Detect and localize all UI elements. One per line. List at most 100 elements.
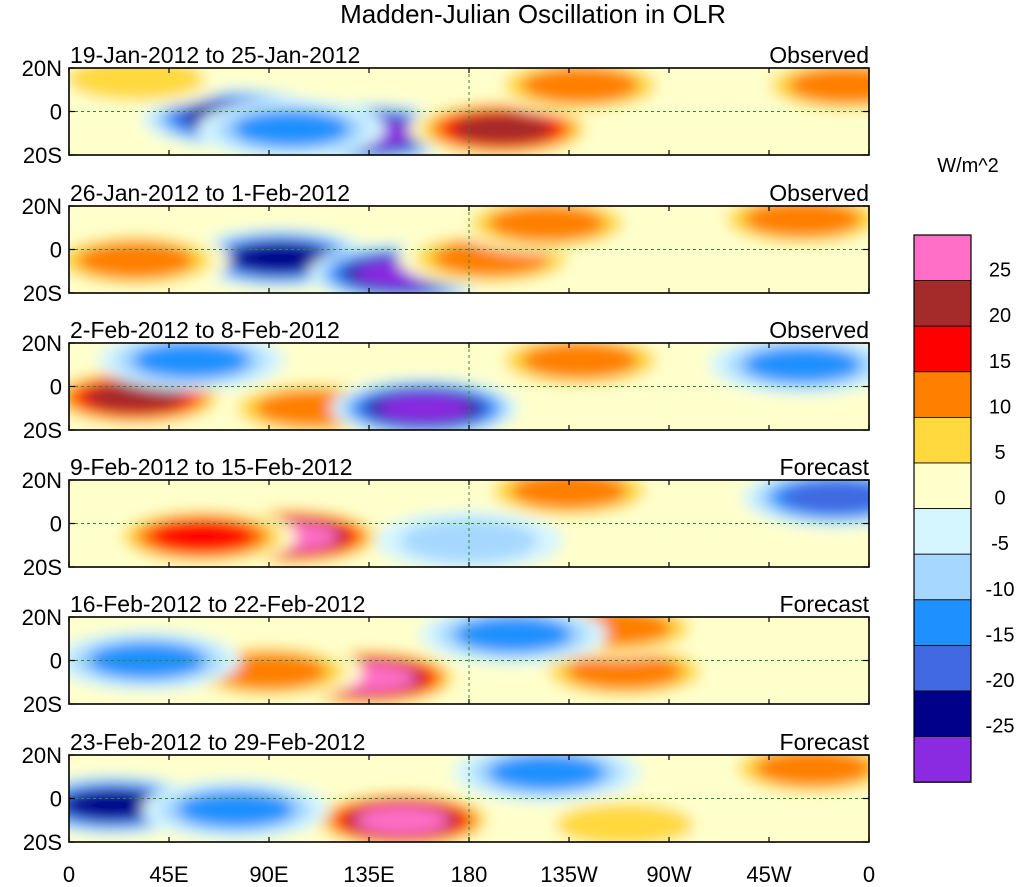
colorbar: W/m^2 25 20 15 10 5 0 -5 -10 -15 -20 -25 bbox=[913, 155, 1015, 783]
colorbar-frame bbox=[913, 234, 972, 783]
panel-group: 20N 0 20S 19-Jan-2012 to 25-Jan-2012 Observe… bbox=[22, 42, 870, 855]
anomaly-contour-level bbox=[782, 481, 869, 514]
panel-period-label: 26-Jan-2012 to 1-Feb-2012 bbox=[70, 180, 350, 206]
x-tick-label: 135E bbox=[343, 862, 394, 887]
colorbar-tick-label: -25 bbox=[986, 716, 1015, 738]
colorbar-swatch bbox=[913, 736, 972, 783]
colorbar-swatch bbox=[913, 416, 972, 464]
anomaly-field bbox=[69, 755, 869, 842]
x-tick-label: 90W bbox=[646, 862, 691, 887]
x-tick-label: 90E bbox=[249, 862, 288, 887]
y-tick-label: 20N bbox=[22, 194, 62, 219]
colorbar-swatch bbox=[913, 462, 972, 509]
anomaly-contour-level bbox=[230, 243, 330, 274]
panel-kind-label: Forecast bbox=[780, 454, 870, 480]
colorbar-tick-label: -5 bbox=[991, 533, 1009, 555]
anomaly-contour-level bbox=[355, 805, 450, 835]
anomaly-contour-level bbox=[510, 480, 628, 510]
colorbar-swatch bbox=[913, 508, 972, 555]
x-tick-label: 45W bbox=[746, 862, 791, 887]
panel-kind-label: Observed bbox=[769, 42, 869, 68]
panel-4: 20N 0 20S 9-Feb-2012 to 15-Feb-2012 Forecast bbox=[22, 454, 870, 580]
y-tick-label: 20S bbox=[23, 143, 62, 168]
panel-kind-label: Forecast bbox=[780, 729, 870, 755]
anomaly-field bbox=[69, 68, 869, 155]
colorbar-tick-label: -20 bbox=[986, 670, 1015, 692]
anomaly-contour-level bbox=[754, 755, 869, 787]
colorbar-tick-label: 0 bbox=[994, 488, 1005, 510]
panel-period-label: 19-Jan-2012 to 25-Jan-2012 bbox=[70, 42, 360, 68]
anomaly-contour-level bbox=[565, 653, 684, 690]
colorbar-swatch bbox=[913, 553, 972, 601]
colorbar-swatch bbox=[913, 325, 972, 373]
anomaly-contour-level bbox=[76, 242, 195, 279]
y-tick-label: 20N bbox=[22, 331, 62, 356]
anomaly-contour-level bbox=[86, 382, 186, 413]
colorbar-swatch bbox=[913, 234, 972, 281]
panel-period-label: 2-Feb-2012 to 8-Feb-2012 bbox=[70, 317, 340, 343]
anomaly-contour-level bbox=[232, 110, 350, 148]
anomaly-field bbox=[69, 343, 869, 430]
colorbar-tick-label: 5 bbox=[994, 442, 1005, 464]
y-tick-label: 20S bbox=[23, 692, 62, 717]
colorbar-swatch bbox=[913, 690, 972, 737]
chart-title: Madden-Julian Oscillation in OLR bbox=[340, 0, 726, 29]
colorbar-swatch bbox=[913, 599, 972, 646]
y-tick-label: 20N bbox=[22, 743, 62, 768]
anomaly-field bbox=[69, 206, 869, 293]
colorbar-tick-label: -15 bbox=[986, 624, 1015, 646]
panel-kind-label: Observed bbox=[769, 317, 869, 343]
anomaly-contour-level bbox=[555, 802, 694, 842]
y-tick-label: 20N bbox=[22, 468, 62, 493]
x-tick-label: 45E bbox=[149, 862, 188, 887]
panel-kind-label: Observed bbox=[769, 180, 869, 206]
panel-5: 20N 0 20S 16-Feb-2012 to 22-Feb-2012 Forecas… bbox=[22, 591, 870, 717]
y-tick-label: 0 bbox=[50, 375, 62, 400]
colorbar-unit-label: W/m^2 bbox=[937, 155, 999, 177]
colorbar-tick-label: -10 bbox=[986, 579, 1015, 601]
anomaly-field bbox=[69, 617, 719, 704]
x-tick-label: 135W bbox=[540, 862, 598, 887]
anomaly-contour-level bbox=[488, 206, 606, 242]
y-tick-label: 20S bbox=[23, 281, 62, 306]
y-tick-label: 20N bbox=[22, 56, 62, 81]
anomaly-contour-level bbox=[743, 346, 862, 383]
x-axis: 0 45E 90E 135E 180 135W 90W 45W 0 bbox=[63, 862, 875, 887]
anomaly-contour-level bbox=[521, 68, 639, 104]
anomaly-contour-level bbox=[488, 755, 606, 791]
y-tick-label: 0 bbox=[50, 100, 62, 125]
anomaly-contour-level bbox=[377, 393, 472, 423]
panel-period-label: 9-Feb-2012 to 15-Feb-2012 bbox=[70, 454, 353, 480]
anomaly-contour-level bbox=[521, 343, 639, 379]
colorbar-tick-label: 10 bbox=[989, 396, 1011, 418]
panel-kind-label: Forecast bbox=[780, 591, 870, 617]
colorbar-swatch bbox=[913, 371, 972, 418]
panel-1: 20N 0 20S 19-Jan-2012 to 25-Jan-2012 Observe… bbox=[22, 42, 870, 168]
anomaly-contour-level bbox=[743, 206, 862, 238]
anomaly-contour-level bbox=[88, 642, 206, 679]
anomaly-contour-level bbox=[149, 520, 256, 553]
x-tick-label: 0 bbox=[63, 862, 75, 887]
y-tick-label: 0 bbox=[50, 649, 62, 674]
y-tick-label: 20S bbox=[23, 418, 62, 443]
y-tick-label: 0 bbox=[50, 512, 62, 537]
colorbar-swatch bbox=[913, 645, 972, 692]
x-tick-label: 0 bbox=[863, 862, 875, 887]
anomaly-contour-level bbox=[69, 68, 205, 101]
anomaly-contour-level bbox=[454, 617, 573, 653]
anomaly-contour-level bbox=[788, 68, 869, 104]
anomaly-contour-level bbox=[132, 343, 250, 379]
panel-period-label: 23-Feb-2012 to 29-Feb-2012 bbox=[70, 729, 365, 755]
colorbar-tick-label: 20 bbox=[989, 305, 1011, 327]
y-tick-label: 0 bbox=[50, 787, 62, 812]
anomaly-field bbox=[108, 480, 869, 567]
y-tick-label: 20S bbox=[23, 555, 62, 580]
panel-3: 20N 0 20S 2-Feb-2012 to 8-Feb-2012 Observed bbox=[22, 317, 870, 443]
anomaly-contour-level bbox=[69, 789, 163, 821]
colorbar-swatch bbox=[913, 280, 972, 327]
y-tick-label: 0 bbox=[50, 238, 62, 263]
panel-2: 20N 0 20S 26-Jan-2012 to 1-Feb-2012 Observed bbox=[22, 180, 870, 306]
y-tick-label: 20N bbox=[22, 605, 62, 630]
x-tick-label: 180 bbox=[451, 862, 488, 887]
